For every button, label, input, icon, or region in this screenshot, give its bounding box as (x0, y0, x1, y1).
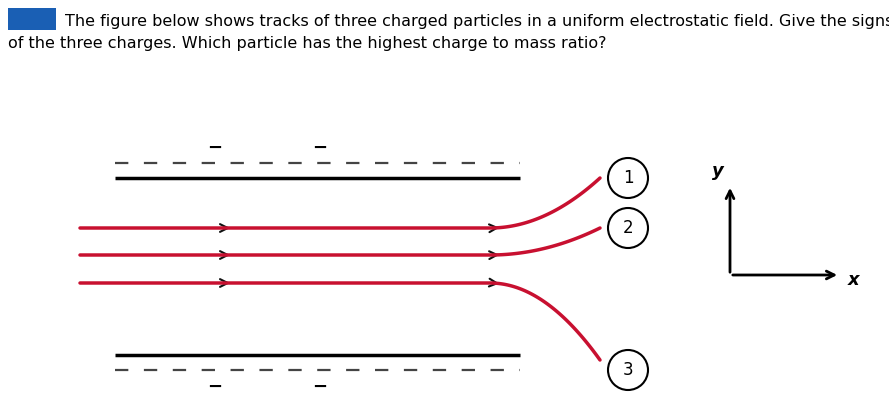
FancyBboxPatch shape (8, 8, 56, 30)
Text: −: − (207, 139, 222, 157)
Text: 3: 3 (622, 361, 633, 379)
Text: The figure below shows tracks of three charged particles in a uniform electrosta: The figure below shows tracks of three c… (65, 14, 889, 29)
Text: −: − (207, 378, 222, 396)
Text: x: x (848, 271, 860, 289)
Text: 1: 1 (622, 169, 633, 187)
Text: −: − (312, 139, 327, 157)
Text: y: y (712, 162, 724, 180)
Text: −: − (312, 378, 327, 396)
Text: 2: 2 (622, 219, 633, 237)
Text: of the three charges. Which particle has the highest charge to mass ratio?: of the three charges. Which particle has… (8, 36, 606, 51)
